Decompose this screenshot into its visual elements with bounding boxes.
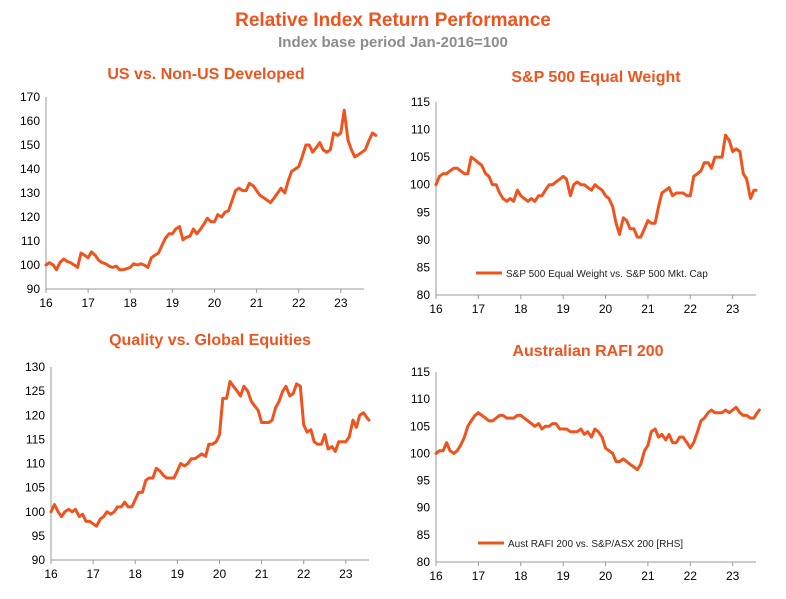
y-tick-label: 125 — [25, 384, 45, 398]
x-tick-label: 22 — [684, 569, 698, 583]
x-tick-label: 23 — [726, 302, 740, 316]
x-tick-label: 20 — [208, 296, 222, 310]
y-tick-label: 110 — [411, 123, 430, 137]
y-tick-label: 100 — [410, 178, 430, 192]
y-tick-label: 80 — [417, 288, 431, 302]
x-tick-label: 23 — [339, 567, 353, 581]
y-tick-label: 90 — [32, 553, 46, 567]
page-subtitle: Index base period Jan-2016=100 — [278, 34, 508, 51]
x-tick-label: 20 — [599, 569, 613, 583]
panel-title: S&P 500 Equal Weight — [511, 69, 681, 86]
legend-box — [472, 265, 742, 281]
y-tick-label: 80 — [417, 555, 431, 569]
x-tick-label: 23 — [334, 296, 348, 310]
x-tick-label: 17 — [86, 567, 100, 581]
legend-box — [474, 535, 742, 551]
y-tick-label: 95 — [417, 205, 431, 219]
y-tick-label: 150 — [20, 138, 40, 152]
y-tick-label: 115 — [411, 365, 430, 379]
chart-panel-1: US vs. Non-US Developed 90 100 110 120 130 140… — [20, 66, 378, 310]
x-tick-label: 16 — [429, 302, 443, 316]
y-tick-label: 140 — [20, 162, 40, 176]
y-tick-label: 105 — [25, 481, 45, 495]
series-line — [44, 108, 378, 272]
y-tick-label: 100 — [25, 505, 45, 519]
x-tick-label: 16 — [44, 567, 58, 581]
y-tick-label: 90 — [417, 233, 431, 247]
y-tick-label: 110 — [411, 392, 430, 406]
panel-title: US vs. Non-US Developed — [107, 66, 304, 83]
y-tick-label: 85 — [417, 260, 431, 274]
x-tick-label: 22 — [292, 296, 306, 310]
chart-panel-3: Quality vs. Global Equities 90 95 100 105 110… — [25, 332, 371, 581]
y-tick-label: 90 — [27, 282, 41, 296]
x-tick-label: 18 — [124, 296, 138, 310]
y-tick-label: 110 — [26, 457, 45, 471]
panel-title: Quality vs. Global Equities — [109, 332, 311, 349]
page-title: Relative Index Return Performance — [235, 10, 551, 31]
x-tick-label: 17 — [472, 302, 486, 316]
x-tick-label: 18 — [514, 302, 528, 316]
legend-label: S&P 500 Equal Weight vs. S&P 500 Mkt. Ca… — [506, 269, 708, 280]
y-tick-label: 105 — [410, 150, 430, 164]
series-line — [49, 380, 371, 528]
y-tick-label: 85 — [417, 528, 431, 542]
y-tick-label: 115 — [411, 95, 430, 109]
legend-label: Aust RAFI 200 vs. S&P/ASX 200 [RHS] — [508, 539, 683, 550]
y-tick-label: 170 — [20, 90, 40, 104]
y-tick-label: 100 — [20, 258, 40, 272]
x-tick-label: 22 — [684, 302, 698, 316]
x-tick-label: 23 — [726, 569, 740, 583]
x-tick-label: 18 — [129, 567, 143, 581]
x-tick-label: 21 — [641, 569, 655, 583]
y-tick-label: 115 — [26, 432, 45, 446]
y-tick-label: 90 — [417, 501, 431, 515]
x-tick-label: 19 — [556, 569, 570, 583]
y-tick-label: 105 — [410, 419, 430, 433]
y-tick-label: 110 — [21, 234, 40, 248]
series-line — [434, 133, 758, 239]
legend: S&P 500 Equal Weight vs. S&P 500 Mkt. Ca… — [472, 265, 742, 281]
x-tick-label: 16 — [429, 569, 443, 583]
y-tick-label: 95 — [417, 474, 431, 488]
x-tick-label: 19 — [166, 296, 180, 310]
x-tick-label: 21 — [250, 296, 264, 310]
legend: Aust RAFI 200 vs. S&P/ASX 200 [RHS] — [474, 535, 742, 551]
y-tick-label: 95 — [32, 529, 46, 543]
x-tick-label: 16 — [39, 296, 53, 310]
x-tick-label: 22 — [297, 567, 311, 581]
x-tick-label: 19 — [556, 302, 570, 316]
x-tick-label: 17 — [81, 296, 95, 310]
y-tick-label: 130 — [25, 360, 45, 374]
x-tick-label: 21 — [641, 302, 655, 316]
y-tick-label: 120 — [25, 408, 45, 422]
x-tick-label: 21 — [255, 567, 269, 581]
series-line — [434, 405, 761, 472]
chart-panel-4: Australian RAFI 200 80 85 90 95 100 105 110 115 1… — [410, 343, 761, 583]
y-tick-label: 120 — [20, 210, 40, 224]
x-tick-label: 20 — [599, 302, 613, 316]
y-tick-label: 160 — [20, 114, 40, 128]
x-tick-label: 20 — [213, 567, 227, 581]
panel-title: Australian RAFI 200 — [512, 343, 663, 360]
chart-panel-2: S&P 500 Equal Weight 80 85 90 95 100 105 110 115… — [410, 69, 758, 316]
y-tick-label: 130 — [20, 186, 40, 200]
x-tick-label: 18 — [514, 569, 528, 583]
x-tick-label: 17 — [472, 569, 486, 583]
y-tick-label: 100 — [410, 446, 430, 460]
x-tick-label: 19 — [171, 567, 185, 581]
